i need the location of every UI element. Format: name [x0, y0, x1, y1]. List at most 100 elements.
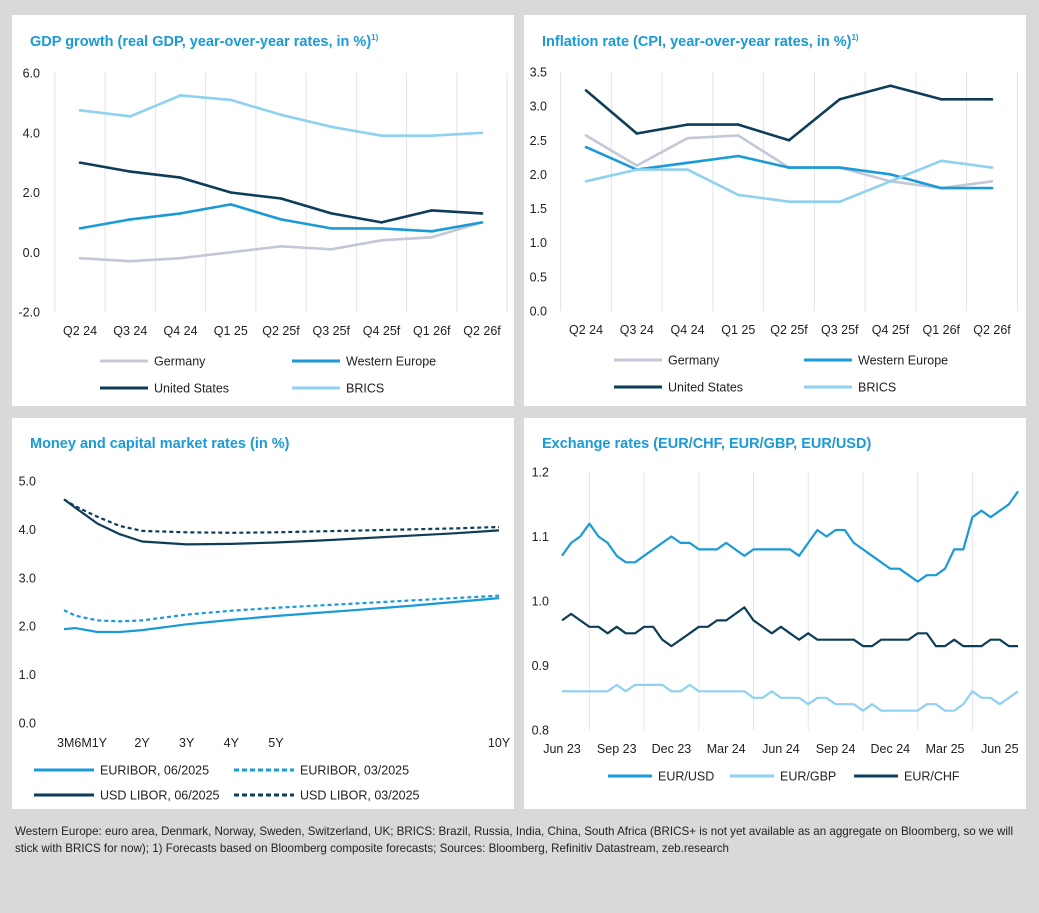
inflation-data-point: [686, 123, 689, 126]
inflation-data-point: [686, 161, 689, 165]
rates-series-line: [63, 594, 500, 623]
rates-series-line: [63, 597, 500, 634]
fx-x-tick-label: Mar 24: [707, 742, 746, 756]
gdp-chart-title: GDP growth (real GDP, year-over-year rat…: [30, 33, 379, 50]
inflation-data-point: [686, 136, 689, 140]
rates-series-line: [63, 498, 500, 534]
gdp-data-point: [380, 134, 383, 138]
gdp-data-point: [329, 125, 333, 129]
exchange-rates-panel: Exchange rates (EUR/CHF, EUR/GBP, EUR/US…: [524, 418, 1026, 809]
gdp-data-point: [229, 250, 233, 254]
inflation-data-point: [939, 159, 943, 163]
inflation-chart-title: Inflation rate (CPI, year-over-year rate…: [542, 33, 859, 50]
rates-y-tick-label: 5.0: [19, 475, 36, 489]
gdp-y-tick-label: 0.0: [23, 246, 40, 260]
gdp-series-line: [79, 221, 483, 263]
fx-legend-label: EUR/GBP: [780, 770, 836, 784]
gdp-data-point: [329, 212, 333, 215]
inflation-x-tick-label: Q2 25f: [770, 323, 808, 337]
gdp-data-point: [78, 227, 82, 230]
gdp-x-tick-label: Q1 26f: [413, 324, 451, 338]
fx-legend-label: EUR/CHF: [904, 770, 960, 784]
inflation-data-point: [838, 200, 842, 204]
inflation-y-tick-label: 2.0: [530, 168, 547, 182]
rates-y-tick-label: 2.0: [19, 620, 36, 634]
inflation-legend-label: Western Europe: [858, 354, 948, 368]
inflation-legend-label: BRICS: [858, 381, 896, 395]
inflation-data-point: [635, 132, 639, 135]
gdp-series-line: [79, 203, 483, 233]
gdp-data-point: [229, 191, 233, 194]
inflation-data-point: [736, 154, 740, 158]
inflation-x-tick-label: Q4 25f: [872, 323, 910, 337]
gdp-title-footnote-mark: 1): [371, 33, 379, 42]
rates-x-tick-label: 10Y: [488, 736, 511, 750]
gdp-data-point: [179, 256, 182, 260]
inflation-chart: 0.0 0.5 1.0 1.5 2.0 2.5 3.0 3.5 Q2 24 Q3 24 Q4 24 Q…: [530, 66, 1018, 395]
gdp-y-tick-label: 4.0: [23, 126, 40, 140]
gdp-data-point: [229, 98, 233, 102]
inflation-y-tick-label: 1.5: [530, 202, 547, 216]
gdp-legend-label: United States: [154, 382, 229, 396]
inflation-x-tick-label: Q4 24: [670, 323, 704, 337]
inflation-x-tick-label: Q3 25f: [821, 323, 859, 337]
rates-series-line: [63, 498, 500, 546]
inflation-legend-label: Germany: [668, 354, 720, 368]
inflation-y-tick-label: 1.0: [530, 236, 547, 250]
inflation-data-point: [635, 168, 639, 171]
gdp-data-point: [128, 259, 132, 263]
inflation-panel: Inflation rate (CPI, year-over-year rate…: [524, 15, 1026, 406]
inflation-y-tick-label: 0.5: [530, 270, 547, 284]
inflation-data-point: [990, 186, 994, 190]
gdp-data-point: [78, 109, 82, 112]
gdp-data-point: [430, 236, 434, 239]
rates-x-tick-label: 5Y: [268, 736, 284, 750]
gdp-data-point: [380, 227, 383, 230]
rates-legend-label: USD LIBOR, 06/2025: [100, 789, 220, 803]
footnote: Western Europe: euro area, Denmark, Norw…: [15, 825, 1014, 855]
inflation-data-point: [736, 123, 740, 126]
inflation-series-line: [585, 134, 993, 190]
inflation-data-point: [736, 134, 740, 137]
inflation-x-tick-label: Q2 26f: [973, 323, 1011, 337]
inflation-series-line: [585, 84, 992, 142]
gdp-legend-label: Germany: [154, 355, 206, 369]
fx-series-line: [561, 490, 1019, 583]
gdp-data-point: [179, 176, 182, 179]
gdp-data-point: [430, 209, 434, 212]
gdp-growth-chart: -2.0 0.0 2.0 4.0 6.0 Q2 24 Q3 24 Q4 24 Q1 25 Q2 2…: [18, 67, 508, 396]
inflation-y-tick-label: 3.5: [530, 66, 547, 80]
inflation-data-point: [736, 193, 740, 197]
inflation-y-tick-label: 0.0: [530, 305, 547, 319]
rates-y-tick-label: 1.0: [19, 668, 36, 682]
rates-legend-label: USD LIBOR, 03/2025: [300, 789, 420, 803]
gdp-x-tick-label: Q3 25f: [312, 324, 350, 338]
inflation-data-point: [889, 173, 892, 176]
gdp-data-point: [128, 170, 132, 173]
fx-chart-title: Exchange rates (EUR/CHF, EUR/GBP, EUR/US…: [542, 436, 872, 452]
inflation-x-tick-label: Q1 25: [721, 323, 755, 337]
gdp-data-point: [329, 247, 333, 251]
market-rates-panel: Money and capital market rates (in %) 0.…: [12, 418, 514, 809]
gdp-data-point: [380, 221, 383, 224]
inflation-data-point: [584, 134, 588, 137]
gdp-x-tick-label: Q2 26f: [463, 324, 501, 338]
gdp-data-point: [279, 218, 283, 221]
gdp-data-point: [128, 115, 132, 118]
rates-x-tick-label: 4Y: [224, 736, 240, 750]
fx-x-tick-label: Jun 25: [981, 742, 1019, 756]
inflation-legend-label: United States: [668, 381, 743, 395]
gdp-data-point: [480, 212, 484, 215]
exchange-rates-chart: 0.8 0.9 1.0 1.1 1.2 Jun 23 Sep 23 Dec 23 Mar 24 J…: [532, 466, 1019, 784]
gdp-data-point: [480, 221, 484, 224]
gdp-x-tick-label: Q3 24: [113, 324, 147, 338]
gdp-data-point: [179, 94, 182, 97]
gdp-data-point: [279, 113, 283, 117]
gdp-data-point: [78, 256, 82, 260]
inflation-data-point: [939, 98, 943, 101]
gdp-data-point: [279, 244, 283, 248]
gdp-x-tick-label: Q1 25: [214, 324, 248, 338]
rates-x-tick-label: 3M6M1Y: [57, 736, 108, 750]
inflation-data-point: [787, 200, 791, 204]
fx-x-tick-label: Jun 23: [543, 742, 581, 756]
